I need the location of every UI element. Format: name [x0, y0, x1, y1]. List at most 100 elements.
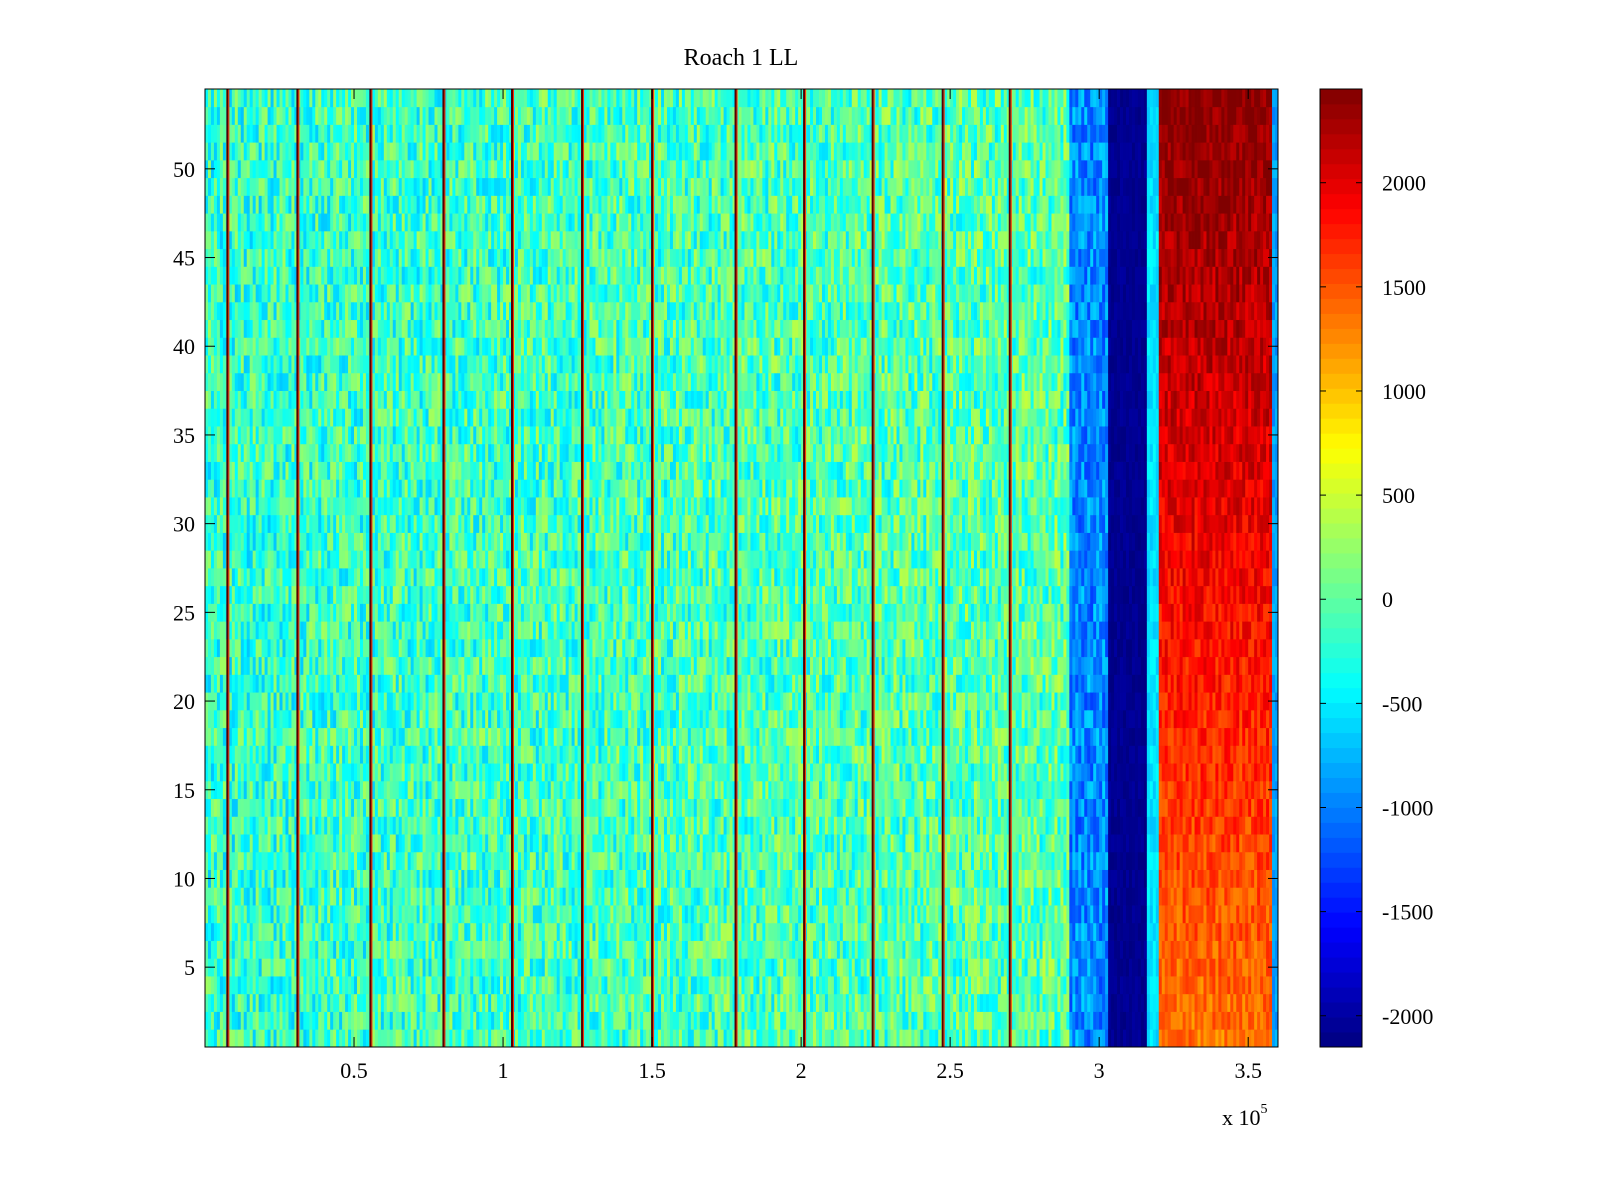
heatmap-cell [345, 159, 349, 179]
heatmap-cell [219, 319, 224, 338]
heatmap-cell [207, 550, 212, 569]
heatmap-cell [440, 834, 444, 853]
heatmap-cell [431, 727, 435, 746]
heatmap-cell [303, 230, 307, 250]
heatmap-cell [342, 976, 346, 995]
heatmap-cell [309, 497, 313, 516]
heatmap-cell [470, 319, 474, 338]
heatmap-cell [324, 674, 328, 693]
heatmap-cell [321, 301, 325, 321]
heatmap-cell [437, 355, 441, 374]
heatmap-cell [258, 479, 263, 498]
heatmap-cell [270, 993, 274, 1012]
heatmap-cell [357, 230, 361, 250]
heatmap-cell [479, 958, 483, 977]
heatmap-cell [327, 585, 331, 604]
heatmap-cell [425, 355, 429, 374]
heatmap-cell [258, 905, 263, 924]
heatmap-cell [389, 248, 394, 267]
heatmap-cell [219, 780, 224, 800]
heatmap-cell [273, 780, 277, 800]
heatmap-cell [342, 372, 346, 391]
heatmap-cell [246, 869, 251, 888]
heatmap-cell [264, 89, 268, 108]
heatmap-cell [309, 514, 313, 533]
heatmap-cell [315, 993, 319, 1012]
heatmap-cell [425, 692, 429, 711]
heatmap-cell [467, 142, 471, 161]
heatmap-cell [428, 124, 432, 143]
heatmap-cell [270, 230, 274, 250]
heatmap-cell [273, 159, 277, 179]
heatmap-cell [374, 248, 379, 267]
heatmap-cell [345, 905, 349, 924]
heatmap-cell [264, 603, 268, 622]
heatmap-cell [222, 248, 227, 267]
heatmap-cell [270, 213, 274, 232]
heatmap-cell [410, 355, 415, 374]
heatmap-cell [473, 603, 477, 622]
heatmap-cell [342, 195, 346, 214]
heatmap-cell [252, 159, 257, 179]
heatmap-cell [354, 408, 358, 427]
heatmap-cell [336, 142, 340, 161]
heatmap-cell [228, 301, 233, 321]
heatmap-cell [365, 461, 370, 480]
heatmap-cell [276, 1029, 280, 1048]
heatmap-cell [389, 621, 394, 640]
heatmap-cell [449, 550, 453, 569]
heatmap-cell [300, 656, 304, 675]
heatmap-cell [205, 887, 209, 906]
heatmap-cell [288, 390, 292, 409]
heatmap-cell [407, 213, 412, 232]
heatmap-cell [273, 177, 277, 196]
heatmap-cell [321, 497, 325, 516]
heatmap-cell [446, 922, 450, 941]
heatmap-cell [327, 159, 331, 179]
heatmap-cell [339, 355, 343, 374]
heatmap-cell [345, 763, 349, 782]
heatmap-cell [312, 390, 316, 409]
heatmap-cell [354, 780, 358, 800]
heatmap-cell [333, 940, 337, 959]
heatmap-cell [309, 337, 313, 356]
heatmap-cell [252, 213, 257, 232]
heatmap-cell [371, 887, 376, 906]
heatmap-cell [249, 674, 254, 693]
heatmap-cell [446, 89, 450, 108]
heatmap-cell [270, 1029, 274, 1048]
heatmap-cell [207, 638, 212, 658]
heatmap-cell [237, 550, 242, 569]
heatmap-cell [273, 958, 277, 977]
heatmap-cell [240, 319, 245, 338]
heatmap-cell [383, 461, 388, 480]
heatmap-cell [476, 248, 480, 267]
heatmap-cell [270, 426, 274, 445]
heatmap-cell [210, 638, 215, 658]
heatmap-cell [219, 692, 224, 711]
heatmap-cell [243, 621, 248, 640]
heatmap-cell [315, 656, 319, 675]
heatmap-cell [392, 301, 397, 321]
heatmap-cell [324, 568, 328, 587]
heatmap-cell [231, 727, 236, 746]
heatmap-cell [231, 1029, 236, 1048]
heatmap-cell [419, 355, 423, 374]
heatmap-cell [401, 1011, 406, 1030]
heatmap-cell [318, 763, 322, 782]
heatmap-cell [288, 426, 292, 445]
heatmap-cell [351, 266, 355, 285]
heatmap-cell [380, 709, 385, 729]
heatmap-cell [351, 213, 355, 232]
heatmap-cell [476, 195, 480, 214]
heatmap-cell [219, 355, 224, 374]
heatmap-cell [374, 159, 379, 179]
heatmap-cell [216, 976, 221, 995]
heatmap-cell [383, 284, 388, 303]
heatmap-cell [213, 195, 218, 214]
heatmap-cell [348, 1011, 352, 1030]
heatmap-cell [473, 319, 477, 338]
heatmap-cell [240, 213, 245, 232]
heatmap-cell [470, 905, 474, 924]
heatmap-cell [416, 301, 420, 321]
